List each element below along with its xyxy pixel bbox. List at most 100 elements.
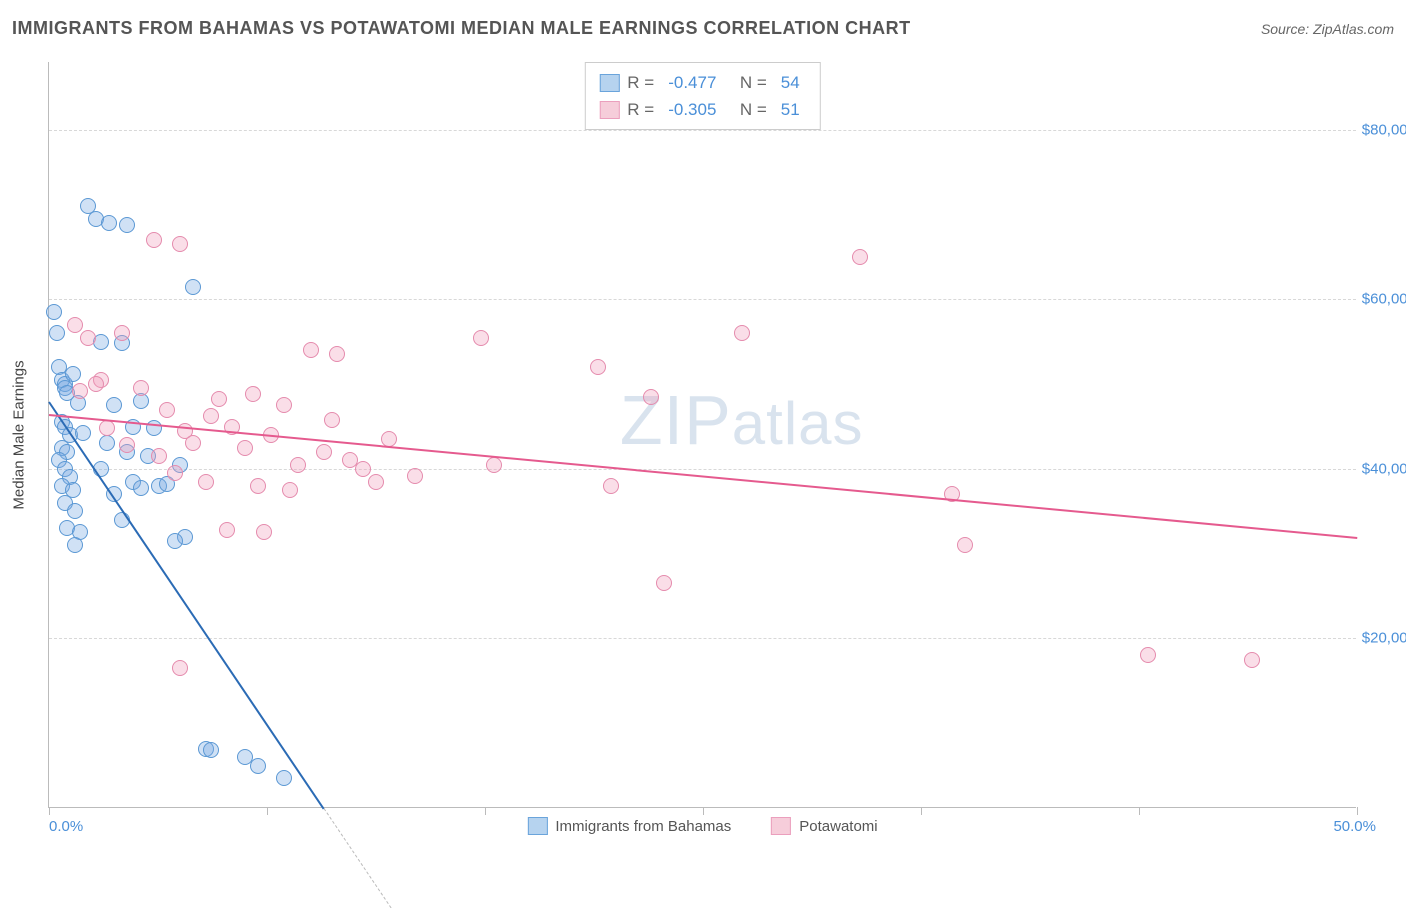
legend-row: R = -0.477 N = 54 xyxy=(599,69,805,96)
data-point xyxy=(46,304,62,320)
data-point xyxy=(237,440,253,456)
title-bar: IMMIGRANTS FROM BAHAMAS VS POTAWATOMI ME… xyxy=(12,18,1394,39)
x-tick xyxy=(703,807,704,815)
data-point xyxy=(256,524,272,540)
data-point xyxy=(211,391,227,407)
data-point xyxy=(159,402,175,418)
data-point xyxy=(146,232,162,248)
data-point xyxy=(852,249,868,265)
data-point xyxy=(133,380,149,396)
data-point xyxy=(276,770,292,786)
legend-n-label: N = xyxy=(730,96,766,123)
legend-swatch xyxy=(599,74,619,92)
data-point xyxy=(329,346,345,362)
series-legend: Immigrants from Bahamas Potawatomi xyxy=(527,817,877,835)
data-point xyxy=(172,236,188,252)
data-point xyxy=(67,503,83,519)
data-point xyxy=(407,468,423,484)
trend-line-dashed xyxy=(323,808,391,908)
legend-r-value: -0.305 xyxy=(668,96,716,123)
data-point xyxy=(119,437,135,453)
data-point xyxy=(486,457,502,473)
legend-n-value: 51 xyxy=(781,96,800,123)
data-point xyxy=(172,660,188,676)
y-tick-label: $60,000 xyxy=(1360,291,1406,308)
data-point xyxy=(114,325,130,341)
chart-title: IMMIGRANTS FROM BAHAMAS VS POTAWATOMI ME… xyxy=(12,18,911,39)
data-point xyxy=(151,448,167,464)
y-tick-label: $20,000 xyxy=(1360,630,1406,647)
series-legend-item: Potawatomi xyxy=(771,817,877,835)
data-point xyxy=(88,376,104,392)
data-point xyxy=(250,478,266,494)
y-tick-label: $80,000 xyxy=(1360,121,1406,138)
data-point xyxy=(65,366,81,382)
data-point xyxy=(603,478,619,494)
legend-r-label: R = xyxy=(627,69,654,96)
chart-plot-area: Median Male Earnings ZIPatlas $20,000$40… xyxy=(48,62,1356,808)
data-point xyxy=(1244,652,1260,668)
legend-n-value: 54 xyxy=(781,69,800,96)
x-min-label: 0.0% xyxy=(49,818,83,835)
data-point xyxy=(101,215,117,231)
y-axis-title: Median Male Earnings xyxy=(11,360,28,509)
data-point xyxy=(185,435,201,451)
legend-swatch xyxy=(527,817,547,835)
data-point xyxy=(198,474,214,490)
data-point xyxy=(99,420,115,436)
x-tick xyxy=(267,807,268,815)
gridline xyxy=(49,299,1356,300)
data-point xyxy=(185,279,201,295)
series-name: Potawatomi xyxy=(799,818,877,835)
legend-n-label: N = xyxy=(730,69,766,96)
data-point xyxy=(67,537,83,553)
data-point xyxy=(734,325,750,341)
gridline xyxy=(49,469,1356,470)
data-point xyxy=(282,482,298,498)
data-point xyxy=(67,317,83,333)
gridline xyxy=(49,638,1356,639)
data-point xyxy=(656,575,672,591)
data-point xyxy=(49,325,65,341)
legend-r-value: -0.477 xyxy=(668,69,716,96)
data-point xyxy=(80,330,96,346)
y-tick-label: $40,000 xyxy=(1360,460,1406,477)
source-label: Source: ZipAtlas.com xyxy=(1261,21,1394,37)
data-point xyxy=(133,480,149,496)
legend-r-label: R = xyxy=(627,96,654,123)
x-tick xyxy=(1139,807,1140,815)
series-legend-item: Immigrants from Bahamas xyxy=(527,817,731,835)
legend-row: R = -0.305 N = 51 xyxy=(599,96,805,123)
data-point xyxy=(957,537,973,553)
correlation-legend: R = -0.477 N = 54 R = -0.305 N = 51 xyxy=(584,62,820,130)
data-point xyxy=(590,359,606,375)
data-point xyxy=(368,474,384,490)
data-point xyxy=(245,386,261,402)
data-point xyxy=(316,444,332,460)
data-point xyxy=(99,435,115,451)
trend-line xyxy=(49,414,1357,539)
legend-swatch xyxy=(599,101,619,119)
x-max-label: 50.0% xyxy=(1333,818,1376,835)
data-point xyxy=(250,758,266,774)
series-name: Immigrants from Bahamas xyxy=(555,818,731,835)
data-point xyxy=(355,461,371,477)
data-point xyxy=(72,383,88,399)
data-point xyxy=(1140,647,1156,663)
data-point xyxy=(303,342,319,358)
data-point xyxy=(75,425,91,441)
data-point xyxy=(473,330,489,346)
legend-swatch xyxy=(771,817,791,835)
data-point xyxy=(643,389,659,405)
x-tick xyxy=(1357,807,1358,815)
data-point xyxy=(203,408,219,424)
data-point xyxy=(290,457,306,473)
data-point xyxy=(324,412,340,428)
data-point xyxy=(119,217,135,233)
data-point xyxy=(203,742,219,758)
x-tick xyxy=(485,807,486,815)
data-point xyxy=(106,397,122,413)
data-point xyxy=(219,522,235,538)
data-point xyxy=(167,465,183,481)
data-point xyxy=(167,533,183,549)
